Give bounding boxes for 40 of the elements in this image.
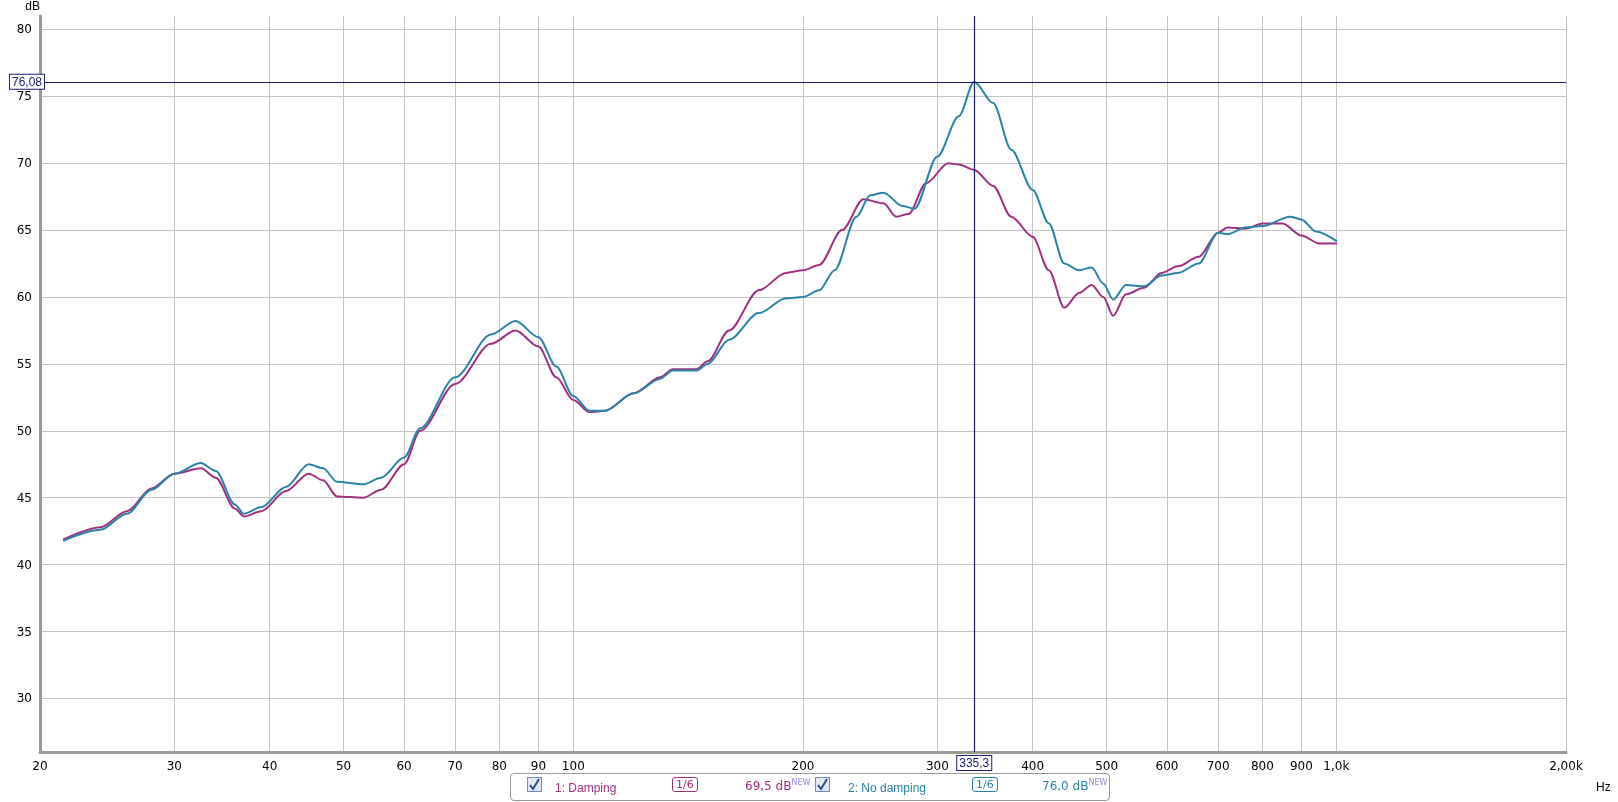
x-tick-label: 900	[1289, 759, 1313, 773]
y-tick-label: 75	[16, 89, 32, 104]
x-tick-label: 90	[530, 759, 547, 773]
x-tick-label: 500	[1095, 759, 1119, 773]
y-tick-label: 30	[16, 691, 32, 706]
text: 69,5 dB$^{NEW}$	[745, 778, 811, 793]
x-tick-label: 400	[1021, 759, 1045, 773]
y-tick-label: 40	[16, 557, 32, 572]
x-tick-label: 100	[561, 759, 585, 773]
y-tick-label: 50	[16, 423, 32, 438]
x-tick-label: 600	[1155, 759, 1179, 773]
x-tick-label: 200	[791, 759, 815, 773]
x-tick-label: 2,00k	[1549, 759, 1583, 773]
y-tick-label: 55	[16, 356, 32, 371]
x-tick-label: 300	[925, 759, 949, 773]
x-axis-title: Hz	[1596, 780, 1611, 794]
x-tick-label: 1,0k	[1323, 759, 1350, 773]
ref-line-label: 76,08	[11, 74, 43, 89]
text: 76,0 dB$^{NEW}$	[1042, 778, 1108, 793]
x-tick-label: 40	[262, 759, 278, 773]
y-tick-label: 80	[16, 22, 32, 37]
x-tick-label: 800	[1250, 759, 1274, 773]
y-tick-label: 65	[16, 223, 32, 238]
text: 1/6	[972, 777, 998, 792]
x-tick-label: 700	[1206, 759, 1230, 773]
text: 2: No damping	[848, 781, 927, 795]
ref-line-label: 335,3	[959, 756, 990, 770]
text: 1/6	[672, 777, 698, 792]
y-axis-title: dB	[25, 0, 40, 13]
text: 1: Damping	[555, 781, 617, 795]
y-tick-label: 60	[16, 290, 32, 305]
x-tick-label: 70	[447, 759, 463, 773]
x-tick-label: 30	[166, 759, 182, 773]
y-tick-label: 45	[16, 490, 32, 505]
x-tick-label: 20	[32, 759, 48, 773]
x-tick-label: 50	[335, 759, 352, 773]
x-tick-label: 60	[396, 759, 412, 773]
y-tick-label: 35	[16, 624, 32, 639]
x-tick-label: 80	[491, 759, 508, 773]
y-tick-label: 70	[16, 156, 32, 171]
